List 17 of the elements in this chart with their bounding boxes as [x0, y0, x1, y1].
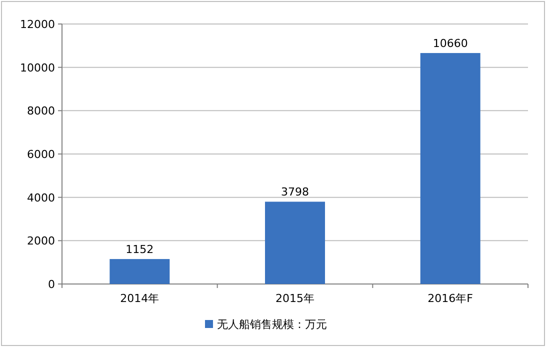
y-tick-label: 12000: [20, 18, 55, 31]
bar: [110, 259, 170, 284]
data-label: 1152: [126, 243, 154, 256]
x-tick-label: 2015年: [276, 292, 314, 305]
data-label: 3798: [281, 186, 309, 199]
y-tick-label: 2000: [27, 234, 55, 248]
x-tick-label: 2014年: [120, 292, 160, 305]
legend-label: 无人船销售规模：万元: [217, 318, 327, 331]
y-tick-label: 4000: [27, 191, 55, 204]
y-tick-label: 8000: [27, 104, 55, 118]
x-tick-label: 2016年F: [428, 292, 473, 305]
y-tick-label: 0: [48, 278, 55, 291]
y-tick-label: 10000: [20, 61, 55, 74]
y-tick-label: 6000: [27, 148, 55, 161]
bar: [265, 202, 325, 284]
bar: [420, 53, 480, 284]
data-label: 10660: [432, 37, 468, 50]
